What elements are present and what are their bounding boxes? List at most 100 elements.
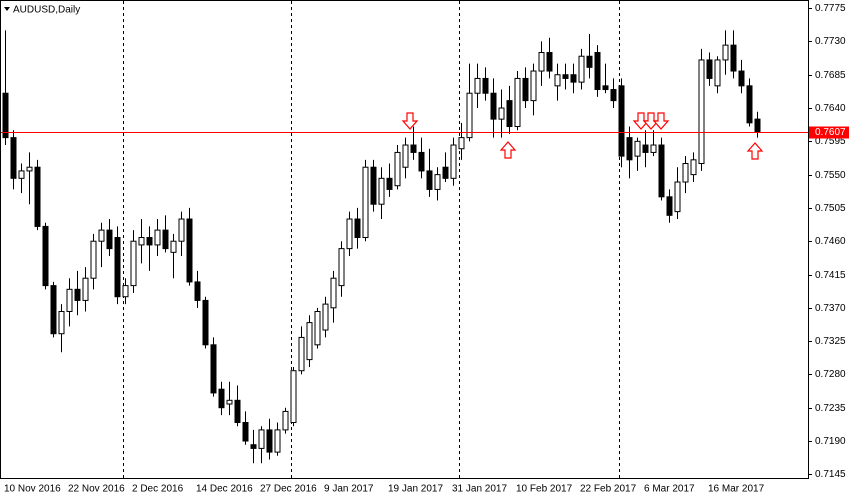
candle-body <box>186 218 193 283</box>
x-tick-label: 10 Nov 2016 <box>4 484 61 495</box>
y-tick-label: 0.7550 <box>815 170 846 181</box>
candle-body <box>738 70 745 87</box>
candle-body <box>58 311 65 335</box>
candle-body <box>114 237 121 298</box>
candle-body <box>418 151 425 172</box>
candle-body <box>682 163 689 183</box>
y-tick-label: 0.7280 <box>815 369 846 380</box>
candle-body <box>250 444 257 449</box>
candle-body <box>138 237 145 246</box>
candle-body <box>378 177 385 205</box>
candle-body <box>106 229 113 250</box>
candle-body <box>66 288 73 313</box>
candle-body <box>442 166 449 179</box>
candle-body <box>74 288 81 301</box>
x-tick-label: 14 Dec 2016 <box>196 484 253 495</box>
candle-body <box>650 144 657 153</box>
candle-body <box>34 166 41 227</box>
candle-body <box>90 240 97 279</box>
candle-body <box>314 311 321 346</box>
price-label: 0.7607 <box>815 127 846 138</box>
candle-body <box>674 181 681 213</box>
y-tick-label: 0.7235 <box>815 403 846 414</box>
candle-body <box>562 74 569 79</box>
plot-frame <box>0 0 809 479</box>
candle-body <box>234 399 241 424</box>
up-arrow <box>746 142 764 160</box>
y-tick-label: 0.7145 <box>815 469 846 480</box>
candle-body <box>690 159 697 176</box>
candle-body <box>18 170 25 179</box>
candle-body <box>402 144 409 168</box>
candle-body <box>754 118 761 133</box>
candle-body <box>298 336 305 372</box>
x-tick-label: 22 Nov 2016 <box>68 484 125 495</box>
signal-arrows <box>401 112 764 160</box>
candle-body <box>706 59 713 79</box>
x-tick-label: 22 Feb 2017 <box>580 484 637 495</box>
candle-body <box>346 218 353 250</box>
candle-body <box>242 422 249 442</box>
y-tick-label: 0.7325 <box>815 336 846 347</box>
candle-body <box>410 144 417 153</box>
candle-body <box>626 137 633 161</box>
y-tick-label: 0.7505 <box>815 203 846 214</box>
candle-body <box>554 74 561 87</box>
chart-title: AUDUSD,Daily <box>13 5 80 16</box>
candle-body <box>162 229 169 250</box>
candle-body <box>450 144 457 179</box>
menu-triangle[interactable] <box>4 7 10 11</box>
candle-body <box>434 174 441 190</box>
candle-body <box>370 166 377 205</box>
candle-body <box>146 237 153 246</box>
candle-body <box>586 55 593 68</box>
candle-body <box>498 107 505 120</box>
x-tick-label: 16 Mar 2017 <box>708 484 765 495</box>
candle-body <box>658 144 665 198</box>
y-tick-label: 0.7640 <box>815 103 846 114</box>
candle-body <box>546 52 553 72</box>
y-tick-label: 0.7595 <box>815 136 846 147</box>
up-arrow <box>499 141 517 159</box>
candle-body <box>330 277 337 309</box>
y-tick-label: 0.7370 <box>815 303 846 314</box>
candle-body <box>338 248 345 287</box>
candle-body <box>714 59 721 87</box>
candle-body <box>506 100 513 128</box>
y-tick-label: 0.7685 <box>815 70 846 81</box>
candle-body <box>42 225 49 287</box>
y-tick-label: 0.7190 <box>815 436 846 447</box>
candle-body <box>618 85 625 157</box>
candle-body <box>362 166 369 239</box>
candle-body <box>386 177 393 190</box>
candle-body <box>514 77 521 128</box>
candle-body <box>10 137 17 179</box>
candle-body <box>458 137 465 150</box>
candle-body <box>482 77 489 94</box>
candle-body <box>426 170 433 190</box>
candle-body <box>154 229 161 246</box>
candle-body <box>522 77 529 102</box>
candle-body <box>538 52 545 72</box>
candle-body <box>594 52 601 91</box>
candle-body <box>722 44 729 61</box>
candle-body <box>698 59 705 165</box>
candle-body <box>274 429 281 453</box>
candle-body <box>266 429 273 453</box>
x-tick-label: 10 Feb 2017 <box>516 484 573 495</box>
candle-body <box>306 322 313 361</box>
candle-body <box>202 299 209 346</box>
candle-body <box>210 344 217 394</box>
x-tick-label: 31 Jan 2017 <box>452 484 507 495</box>
candle-body <box>730 44 737 72</box>
candle-body <box>746 85 753 124</box>
down-arrow <box>652 112 670 130</box>
candle-body <box>82 277 89 301</box>
candle-body <box>634 140 641 157</box>
candle-body <box>570 74 577 83</box>
candle-body <box>178 218 185 242</box>
candle-body <box>290 370 297 424</box>
